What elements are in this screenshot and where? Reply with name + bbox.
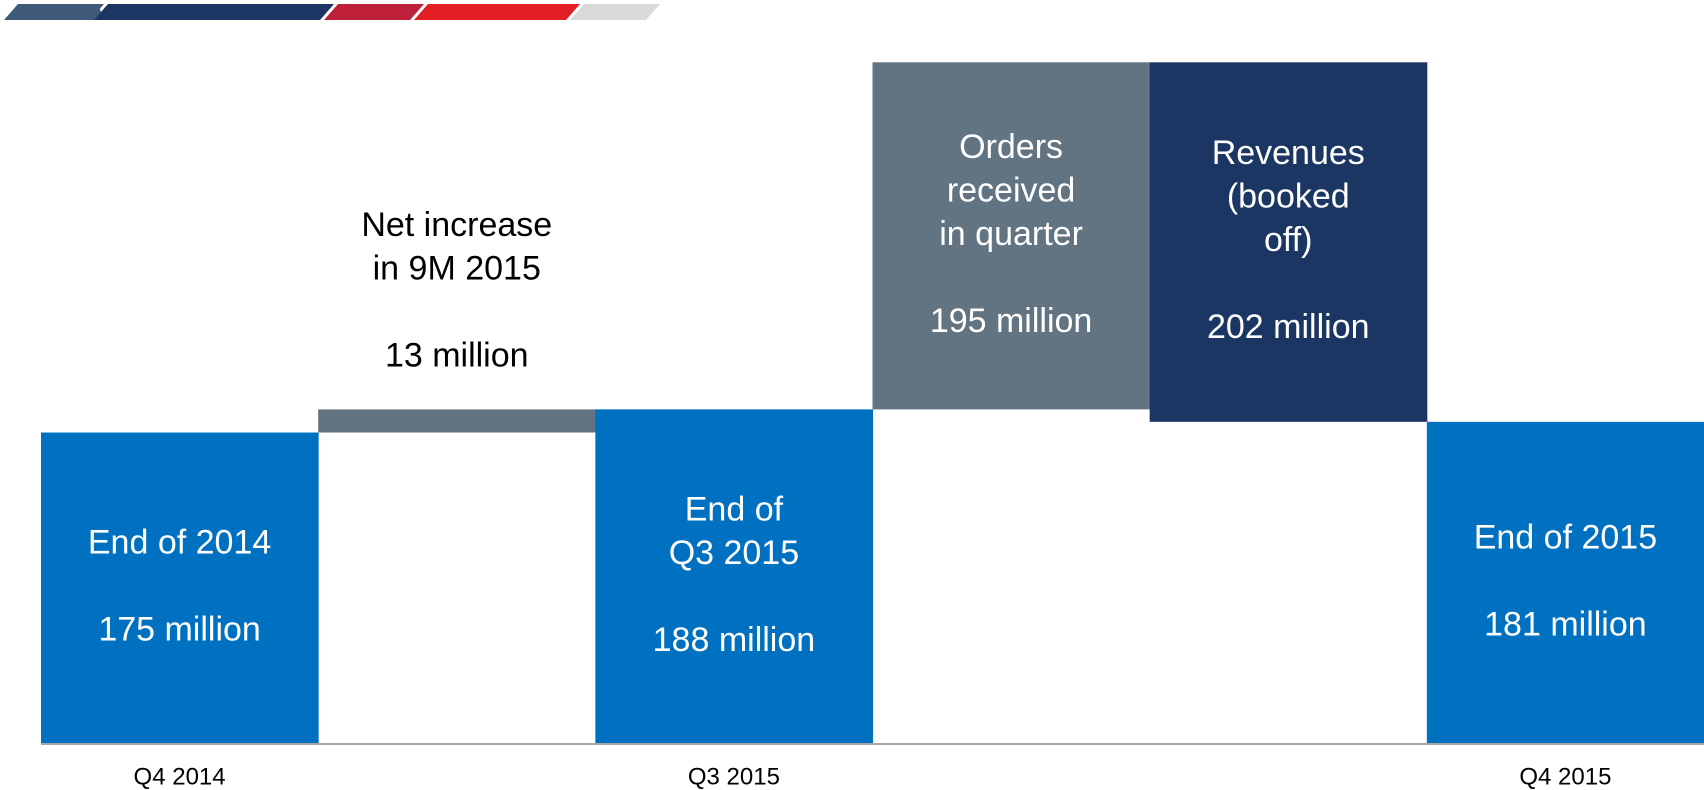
bar-label: Net increase (361, 206, 552, 244)
bar-label: received (947, 171, 1076, 209)
value-label: 202 million (1207, 308, 1370, 346)
stripe-segment (570, 4, 660, 20)
stripe-segment (324, 4, 424, 20)
bar-label: End of 2014 (88, 524, 271, 562)
bar-label: in quarter (939, 215, 1083, 253)
bar (595, 409, 873, 744)
bar (1149, 62, 1428, 422)
stripe-segment (414, 4, 580, 20)
bar-label: End of 2015 (1474, 518, 1657, 556)
value-label: 181 million (1484, 605, 1647, 643)
x-tick-label: Q3 2015 (688, 763, 780, 790)
bar-label: End of (685, 490, 784, 528)
bar-label: off) (1264, 221, 1313, 259)
x-tick-label: Q4 2015 (1519, 763, 1611, 790)
bar-label: Orders (959, 128, 1063, 166)
x-tick-label: Q4 2014 (134, 763, 226, 790)
value-label: 195 million (930, 302, 1093, 340)
stripe-segment (94, 4, 334, 20)
bar-label: Revenues (1212, 134, 1365, 172)
bar-label: in 9M 2015 (373, 249, 541, 287)
bar-label: (booked (1227, 178, 1350, 216)
bar (318, 409, 596, 433)
value-label: 13 million (385, 336, 529, 374)
bar (872, 62, 1151, 410)
header-stripe (4, 4, 660, 20)
value-label: 188 million (653, 621, 816, 659)
bar (41, 432, 319, 744)
stripe-segment (4, 4, 104, 20)
bar (1426, 421, 1704, 744)
bar-label: Q3 2015 (669, 534, 799, 572)
value-label: 175 million (98, 611, 261, 649)
